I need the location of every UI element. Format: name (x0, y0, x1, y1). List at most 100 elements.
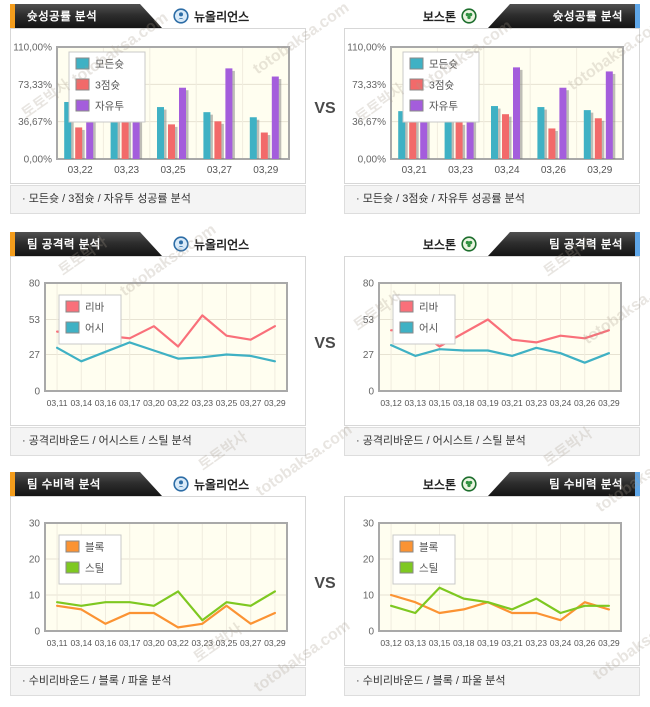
svg-text:03,27: 03,27 (207, 165, 232, 176)
svg-text:03,18: 03,18 (453, 638, 475, 648)
right-section-header: 보스톤 슛성공률 분석 (344, 4, 640, 28)
svg-text:53: 53 (29, 315, 41, 326)
team-name: 보스톤 (422, 477, 456, 492)
section-tab: 팀 공격력 분석 (10, 232, 162, 256)
team-label-right: 보스톤 (423, 236, 477, 253)
section-title: 팀 공격력 분석 (549, 239, 623, 251)
shot-success-chart-left: 0,00% 36,67% 73,33% 110,00% 03,22 03,23 03,25 0… (13, 43, 290, 176)
svg-text:03,17: 03,17 (119, 398, 141, 408)
svg-text:리바: 리바 (85, 302, 105, 314)
left-section-header: 팀 수비력 분석 뉴올리언스 (10, 472, 306, 496)
section-tab: 팀 수비력 분석 (488, 472, 640, 496)
team-label-left: 뉴올리언스 (173, 236, 249, 253)
svg-text:0: 0 (34, 387, 40, 398)
footer-note: · 모든슛 / 3점슛 / 자유투 성공률 분석 (344, 185, 640, 214)
section-title: 팀 수비력 분석 (549, 479, 623, 491)
svg-text:03,16: 03,16 (95, 398, 117, 408)
orange-accent-bar (10, 472, 15, 496)
svg-text:20: 20 (29, 555, 41, 566)
svg-text:03,23: 03,23 (526, 398, 548, 408)
chart-panel: 0,00% 36,67% 73,33% 110,00% 03,21 03,23 03,24 0… (344, 28, 640, 184)
section-tab: 팀 공격력 분석 (488, 232, 640, 256)
svg-text:03,24: 03,24 (550, 638, 572, 648)
svg-text:20: 20 (363, 555, 375, 566)
svg-text:03,13: 03,13 (405, 638, 427, 648)
svg-text:03,15: 03,15 (429, 398, 451, 408)
left-team-column: 슛성공률 분석 뉴올리언스 0,00% 36,67% 73,33% 110,00% 03… (10, 4, 306, 214)
svg-text:03,26: 03,26 (574, 398, 596, 408)
svg-text:03,21: 03,21 (402, 165, 427, 176)
footer-note: · 수비리바운드 / 블록 / 파울 분석 (10, 667, 306, 696)
svg-text:블록: 블록 (85, 542, 105, 554)
svg-text:03,29: 03,29 (587, 165, 612, 176)
offense-section: 팀 공격력 분석 뉴올리언스 0 27 53 80 03,11 03,14 03,16 03,… (10, 232, 640, 456)
svg-text:0,00%: 0,00% (24, 155, 52, 166)
section-title: 팀 수비력 분석 (27, 479, 101, 491)
svg-text:110,00%: 110,00% (13, 43, 52, 54)
shot-success-section: 슛성공률 분석 뉴올리언스 0,00% 36,67% 73,33% 110,00% 03… (10, 4, 640, 214)
svg-text:03,29: 03,29 (264, 638, 286, 648)
svg-text:03,29: 03,29 (264, 398, 286, 408)
svg-text:03,23: 03,23 (448, 165, 473, 176)
blue-accent-bar (635, 472, 640, 496)
svg-text:모든슛: 모든슛 (429, 59, 458, 71)
svg-text:03,19: 03,19 (477, 398, 499, 408)
svg-text:03,17: 03,17 (119, 638, 141, 648)
chart-panel: 0 10 20 30 03,12 03,13 03,15 03,18 03,19 03,21 03,… (344, 496, 640, 666)
team-name: 뉴올리언스 (194, 237, 250, 252)
right-section-header: 보스톤 팀 공격력 분석 (344, 232, 640, 256)
svg-text:03,23: 03,23 (192, 398, 214, 408)
svg-text:03,27: 03,27 (240, 638, 262, 648)
section-tab: 팀 수비력 분석 (10, 472, 162, 496)
svg-text:73,33%: 73,33% (352, 80, 386, 91)
svg-text:03,22: 03,22 (167, 398, 189, 408)
vs-label: VS (314, 575, 336, 592)
svg-text:03,14: 03,14 (71, 638, 93, 648)
svg-text:10: 10 (363, 591, 375, 602)
svg-text:0,00%: 0,00% (358, 155, 386, 166)
svg-text:03,18: 03,18 (453, 398, 475, 408)
svg-text:30: 30 (363, 519, 375, 530)
section-tab: 슛성공률 분석 (488, 4, 640, 28)
svg-text:03,29: 03,29 (598, 398, 620, 408)
new-orleans-logo-icon (173, 476, 189, 492)
svg-text:03,25: 03,25 (216, 638, 238, 648)
vs-label: VS (314, 100, 336, 117)
svg-text:03,22: 03,22 (167, 638, 189, 648)
svg-text:자유투: 자유투 (95, 101, 124, 113)
section-title: 슛성공률 분석 (27, 11, 98, 23)
new-orleans-logo-icon (173, 8, 189, 24)
orange-accent-bar (10, 232, 15, 256)
svg-text:27: 27 (363, 350, 375, 361)
section-title: 팀 공격력 분석 (27, 239, 101, 251)
svg-text:03,21: 03,21 (501, 638, 523, 648)
svg-text:03,11: 03,11 (47, 638, 68, 648)
svg-text:03,29: 03,29 (253, 165, 278, 176)
svg-text:03,26: 03,26 (541, 165, 566, 176)
team-name: 보스톤 (422, 237, 456, 252)
right-team-column: 보스톤 슛성공률 분석 0,00% 36,67% 73,33% 110,00% 03,2… (344, 4, 640, 214)
section-tab: 슛성공률 분석 (10, 4, 162, 28)
svg-text:03,16: 03,16 (95, 638, 117, 648)
left-section-header: 팀 공격력 분석 뉴올리언스 (10, 232, 306, 256)
svg-text:03,23: 03,23 (114, 165, 139, 176)
svg-text:자유투: 자유투 (429, 101, 458, 113)
svg-text:03,19: 03,19 (477, 638, 499, 648)
svg-text:블록: 블록 (419, 542, 439, 554)
defense-section: 팀 수비력 분석 뉴올리언스 0 10 20 30 03,11 03,14 03,16 03,… (10, 472, 640, 696)
chart-panel: 0 27 53 80 03,12 03,13 03,15 03,18 03,19 03,21 03,… (344, 256, 640, 426)
svg-text:3점슛: 3점슛 (429, 80, 454, 92)
footer-note: · 공격리바운드 / 어시스트 / 스틸 분석 (10, 427, 306, 456)
right-team-column: 보스톤 팀 공격력 분석 0 27 53 80 03,12 03,13 03,15 03,18… (344, 232, 640, 456)
svg-text:03,20: 03,20 (143, 638, 165, 648)
svg-text:3점슛: 3점슛 (95, 80, 120, 92)
chart-panel: 0 27 53 80 03,11 03,14 03,16 03,17 03,20 03,22 03,… (10, 256, 306, 426)
svg-text:110,00%: 110,00% (347, 43, 386, 54)
svg-text:03,25: 03,25 (160, 165, 185, 176)
blue-accent-bar (635, 4, 640, 28)
blue-accent-bar (635, 232, 640, 256)
svg-text:어시: 어시 (85, 323, 104, 335)
